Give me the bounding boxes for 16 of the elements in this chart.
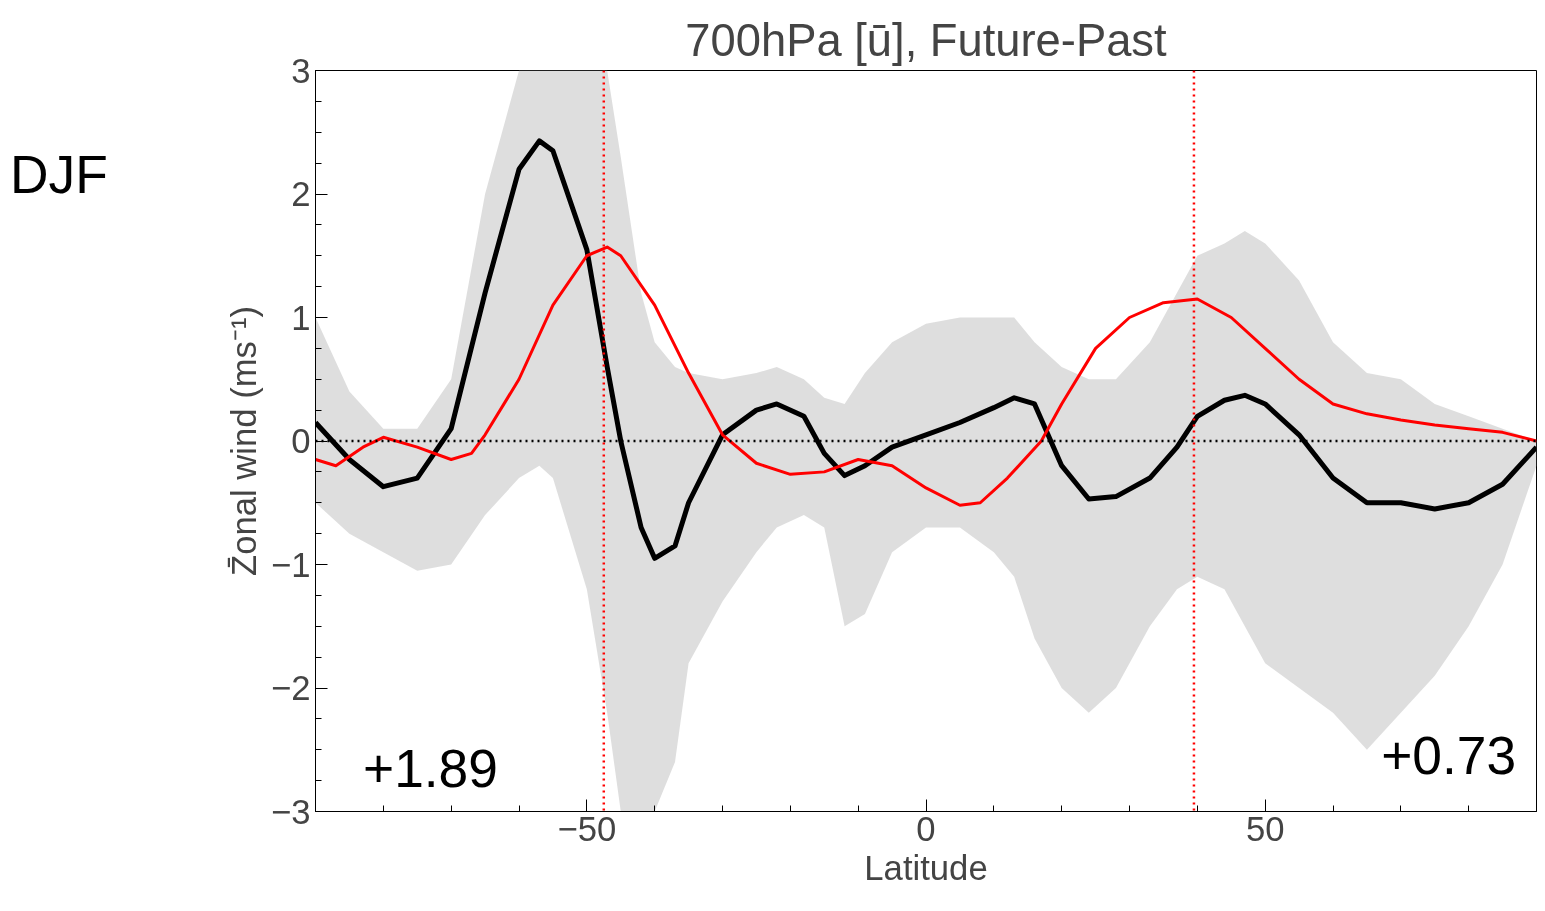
chart-title: 700hPa [ū], Future-Past bbox=[685, 14, 1168, 66]
y-tick-label: 3 bbox=[291, 51, 311, 90]
y-tick-label: −1 bbox=[270, 545, 311, 584]
y-axis-title: Z̄onal wind (ms⁻¹) bbox=[224, 305, 263, 577]
text: DJF bbox=[10, 144, 108, 204]
y-tick-label: 0 bbox=[291, 422, 311, 460]
annotation: +0.73 bbox=[1381, 726, 1517, 786]
y-tick-label: −3 bbox=[270, 792, 311, 831]
x-tick-label: −50 bbox=[557, 809, 617, 848]
y-tick-label: 2 bbox=[291, 175, 311, 213]
x-axis-title: Latitude bbox=[864, 848, 988, 887]
y-tick-label: 1 bbox=[291, 298, 311, 337]
x-tick-label: 0 bbox=[916, 809, 936, 848]
y-tick-label: −2 bbox=[270, 669, 311, 707]
annotation: +1.89 bbox=[362, 738, 498, 798]
x-tick-label: 50 bbox=[1245, 809, 1285, 848]
